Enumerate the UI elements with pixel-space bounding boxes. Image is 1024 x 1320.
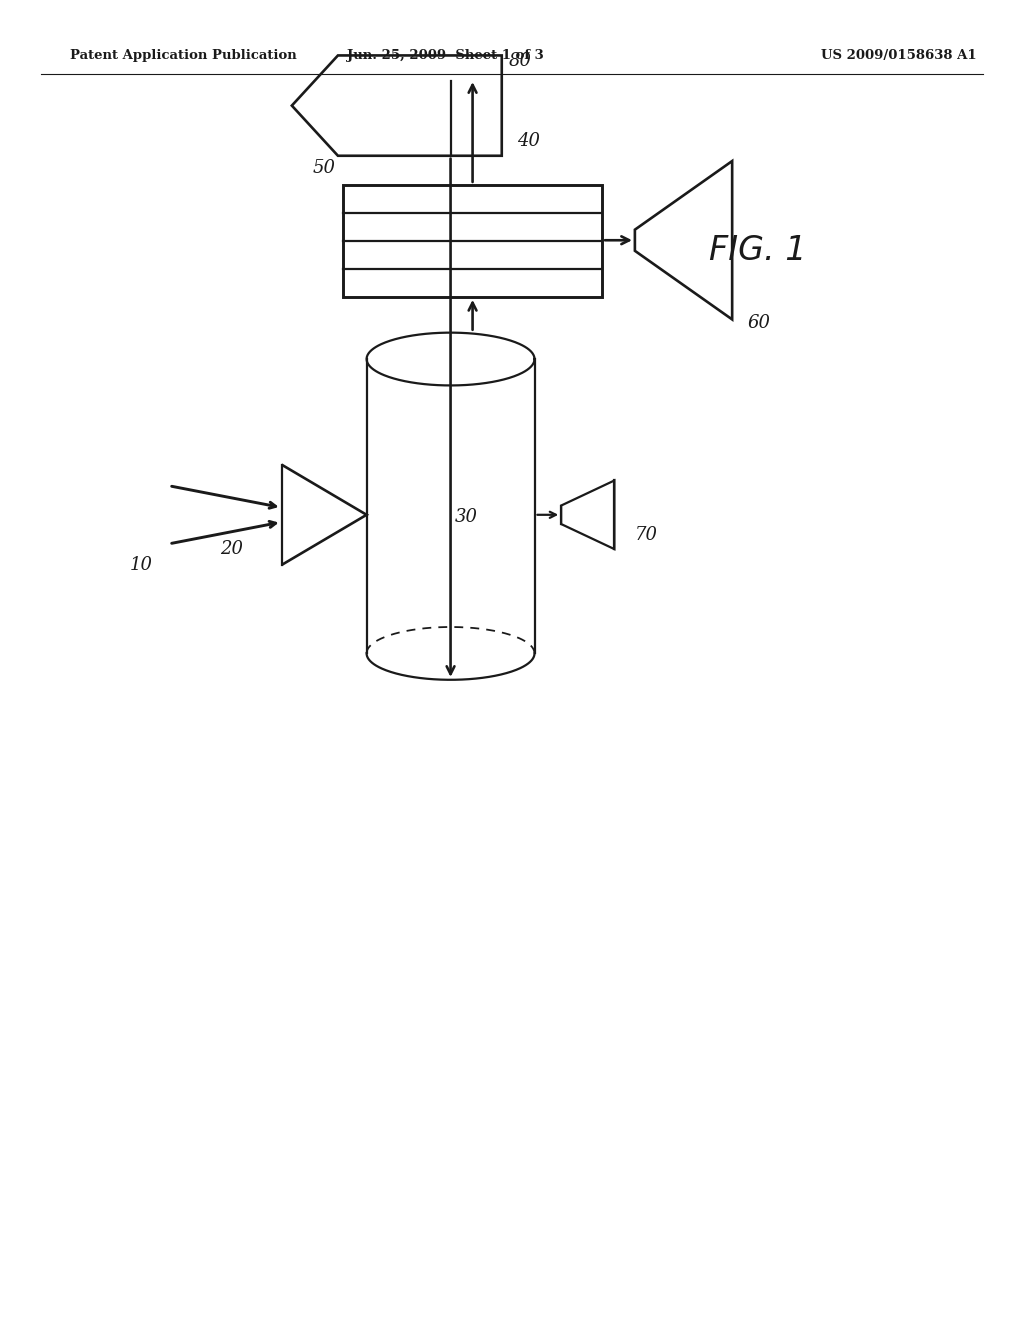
Text: 80: 80 <box>509 51 531 70</box>
Text: Patent Application Publication: Patent Application Publication <box>70 49 296 62</box>
Text: 30: 30 <box>455 508 477 527</box>
Text: US 2009/0158638 A1: US 2009/0158638 A1 <box>821 49 977 62</box>
Text: 40: 40 <box>517 132 540 150</box>
Text: 50: 50 <box>313 158 336 177</box>
Text: 60: 60 <box>748 314 770 333</box>
Text: Jun. 25, 2009  Sheet 1 of 3: Jun. 25, 2009 Sheet 1 of 3 <box>347 49 544 62</box>
Text: 10: 10 <box>130 556 153 574</box>
Text: 20: 20 <box>220 540 243 558</box>
Text: 70: 70 <box>635 525 657 544</box>
Bar <box>343 185 602 297</box>
Text: FIG. 1: FIG. 1 <box>709 235 807 267</box>
